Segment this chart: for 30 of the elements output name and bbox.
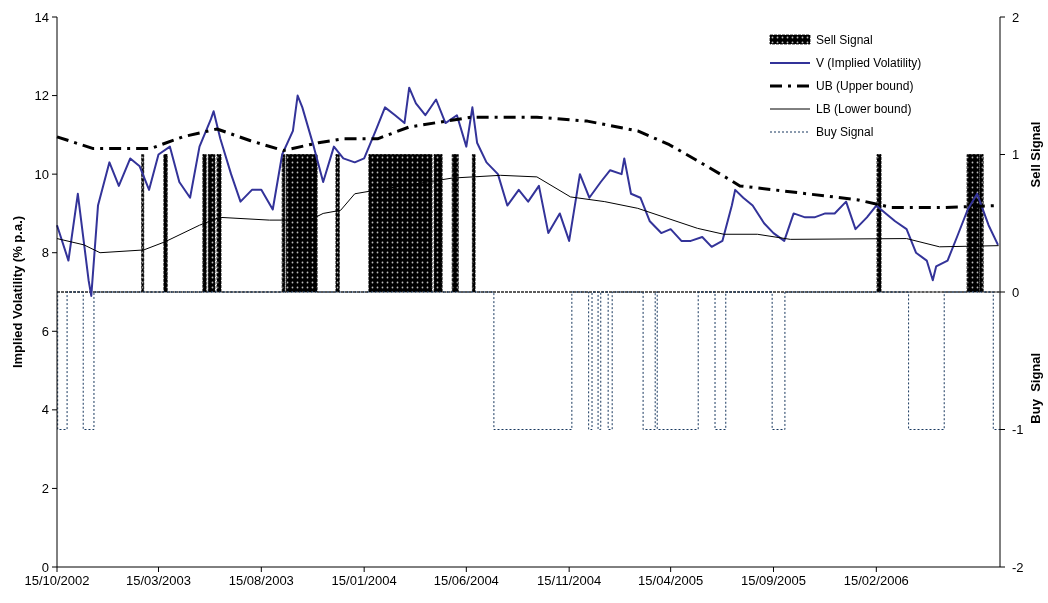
y-tick-label: 8 — [41, 245, 49, 261]
x-tick-label: 15/03/2003 — [125, 573, 192, 588]
x-tick-label: 15/08/2003 — [228, 573, 294, 588]
y2-axis-title: Sell Signal — [1028, 121, 1043, 188]
legend-label: Sell Signal — [816, 33, 873, 48]
y-axis-title: Implied Volatility (% p.a.) — [10, 215, 25, 369]
x-tick-label: 15/04/2005 — [638, 573, 704, 588]
y2-tick-label: 1 — [1012, 147, 1020, 163]
y2-tick-label: 0 — [1012, 284, 1020, 300]
x-tick-label: 15/09/2005 — [740, 573, 807, 588]
legend-label: Buy Signal — [816, 125, 874, 140]
y-tick-label: 2 — [41, 480, 49, 496]
x-tick-label: 15/02/2006 — [843, 573, 909, 588]
y-tick-label: 12 — [34, 88, 49, 104]
y2-tick-label: 2 — [1012, 9, 1020, 25]
y-tick-label: 10 — [34, 166, 49, 182]
x-tick-label: 15/06/2004 — [433, 573, 499, 588]
y-tick-label: 4 — [41, 402, 49, 418]
y-tick-label: 0 — [41, 559, 49, 575]
x-tick-label: 15/11/2004 — [537, 573, 602, 588]
y2-tick-label: -2 — [1012, 559, 1024, 575]
x-tick-label: 15/01/2004 — [331, 573, 397, 588]
legend-label: UB (Upper bound) — [816, 79, 914, 94]
y-tick-label: 14 — [34, 9, 49, 25]
x-tick-label: 15/10/2002 — [24, 573, 90, 588]
legend-label: LB (Lower bound) — [816, 102, 912, 117]
legend-label: V (Implied Volatility) — [816, 56, 922, 71]
y-tick-label: 6 — [41, 323, 49, 339]
y2-tick-label: -1 — [1012, 422, 1024, 438]
text: Buy Signal — [1028, 352, 1043, 424]
